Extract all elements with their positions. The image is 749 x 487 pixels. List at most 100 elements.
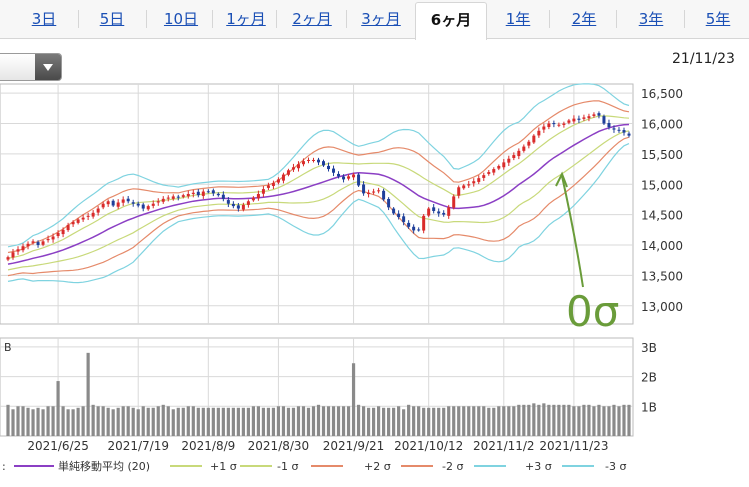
candle-body <box>427 208 431 216</box>
volume-bar <box>61 406 65 436</box>
candle-body <box>141 204 145 209</box>
tab-6[interactable]: 6ヶ月 <box>415 2 487 40</box>
chart-type-dropdown[interactable] <box>0 53 62 81</box>
candle-body <box>66 224 70 231</box>
volume-bar <box>106 407 110 436</box>
volume-bar <box>111 409 115 436</box>
volume-bar <box>66 409 70 436</box>
candle-body <box>462 185 466 189</box>
candle-body <box>522 146 526 151</box>
candle-body <box>317 159 320 163</box>
candle-body <box>201 191 205 196</box>
volume-bar <box>351 363 356 436</box>
candle-body <box>372 191 376 193</box>
volume-tick-label: 3B <box>641 341 657 355</box>
volume-bar <box>371 407 376 436</box>
volume-bar <box>311 406 316 436</box>
volume-bar <box>412 406 416 436</box>
candle-body <box>342 176 346 180</box>
candle-body <box>221 194 225 199</box>
volume-bar <box>487 407 491 436</box>
volume-bar <box>467 406 471 436</box>
volume-bar <box>542 403 546 436</box>
tab-1[interactable]: 5日 <box>99 10 125 28</box>
candle-body <box>537 130 541 136</box>
volume-bar <box>206 407 210 436</box>
volume-bar <box>622 404 626 436</box>
candle-body <box>617 129 621 131</box>
volume-bar <box>592 406 596 436</box>
candle-body <box>467 184 471 186</box>
volume-bar <box>341 406 346 436</box>
tab-9[interactable]: 3年 <box>638 10 664 28</box>
tab-separator <box>276 10 277 28</box>
volume-bar <box>46 406 50 436</box>
tab-7[interactable]: 1年 <box>505 10 531 28</box>
tab-0[interactable]: 3日 <box>31 10 57 28</box>
tab-2[interactable]: 10日 <box>163 10 199 28</box>
candle-body <box>131 202 135 204</box>
annotation-arrow <box>561 175 584 288</box>
tab-4[interactable]: 2ヶ月 <box>292 10 332 28</box>
candle-body <box>597 113 601 116</box>
time-tick-label: 2021/8/9 <box>181 439 235 453</box>
candle-body <box>251 197 255 201</box>
arrowhead-icon <box>555 171 568 188</box>
volume-bar <box>612 404 616 436</box>
candle-body <box>367 192 371 195</box>
annotation-text: 0σ <box>566 287 619 336</box>
time-tick-label: 2021/7/19 <box>107 439 169 453</box>
volume-bar <box>587 404 591 436</box>
time-tick-label: 2021/10/12 <box>394 439 463 453</box>
volume-bar <box>346 406 351 436</box>
legend-label: +3 σ <box>525 460 552 473</box>
volume-bar <box>306 407 311 436</box>
volume-bar <box>56 381 60 436</box>
volume-bar <box>437 407 441 436</box>
volume-bar <box>291 407 296 436</box>
price-tick-label: 13,000 <box>641 300 683 314</box>
volume-bar <box>547 404 551 436</box>
candle-body <box>452 196 456 208</box>
volume-bar <box>51 406 55 436</box>
candle-body <box>417 229 421 231</box>
volume-bar <box>457 406 461 436</box>
volume-bar <box>211 407 215 436</box>
volume-bar <box>427 407 431 436</box>
tab-3[interactable]: 1ヶ月 <box>226 10 266 28</box>
volume-bar <box>517 404 521 436</box>
candle-body <box>56 232 60 237</box>
candle-body <box>151 203 155 206</box>
candle-body <box>86 215 90 217</box>
price-tick-label: 15,500 <box>641 148 683 162</box>
candle-body <box>106 201 110 205</box>
candle-body <box>61 229 65 235</box>
candle-body <box>261 189 265 194</box>
volume-bar <box>166 406 170 436</box>
volume-bar <box>296 406 301 436</box>
time-tick-label: 2021/6/25 <box>27 439 89 453</box>
tab-separator <box>616 10 617 28</box>
volume-bar <box>91 404 95 436</box>
candle-body <box>306 159 310 161</box>
candle-body <box>612 128 616 130</box>
tab-separator <box>212 10 213 28</box>
candle-body <box>11 252 15 258</box>
candle-body <box>487 172 491 174</box>
volume-bar <box>161 404 165 436</box>
tab-10[interactable]: 5年 <box>705 10 731 28</box>
candle-body <box>432 207 436 211</box>
price-tick-label: 16,000 <box>641 117 683 131</box>
chevron-down-icon[interactable] <box>35 54 61 80</box>
tab-separator <box>684 10 685 28</box>
chart-grid <box>0 83 634 437</box>
candle-body <box>191 192 195 194</box>
tab-5[interactable]: 3ヶ月 <box>361 10 401 28</box>
volume-bar <box>527 404 531 436</box>
volume-bar <box>226 407 230 436</box>
candle-body <box>231 203 235 207</box>
candle-body <box>266 185 270 188</box>
band-line <box>7 136 630 277</box>
candlesticks <box>6 111 631 262</box>
tab-8[interactable]: 2年 <box>571 10 597 28</box>
